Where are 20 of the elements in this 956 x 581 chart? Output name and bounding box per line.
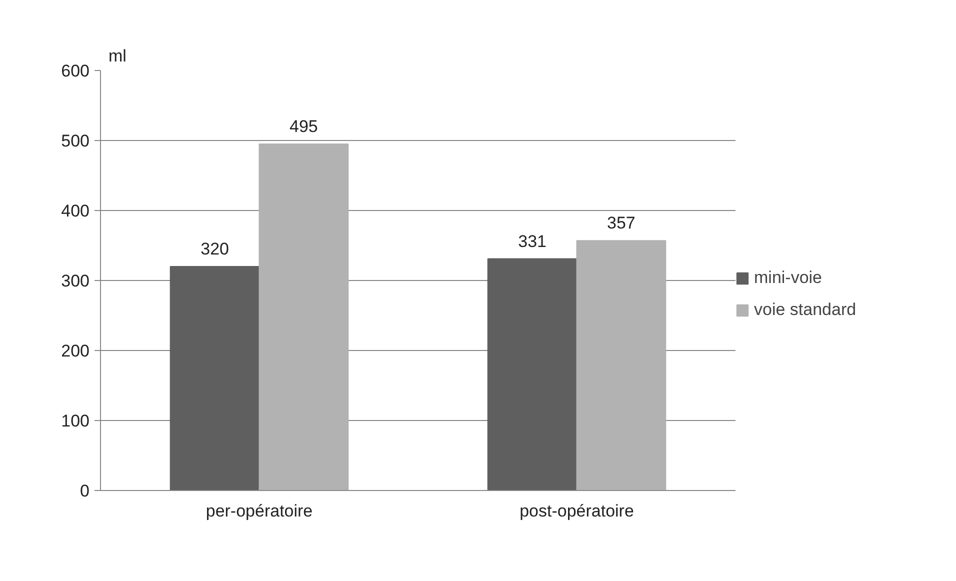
y-tick-label: 0 bbox=[80, 482, 90, 500]
y-tick-label: 500 bbox=[61, 132, 90, 150]
data-label: 357 bbox=[607, 214, 636, 233]
data-label: 320 bbox=[200, 240, 229, 258]
y-tick-label: 300 bbox=[61, 272, 90, 290]
y-tick-label: 600 bbox=[61, 62, 90, 80]
y-tick-label: 400 bbox=[61, 202, 90, 220]
y-tick-label: 100 bbox=[61, 412, 90, 430]
legend-label: voie standard bbox=[754, 300, 856, 320]
bar bbox=[487, 258, 578, 490]
x-tick-label: post-opératoire bbox=[520, 502, 634, 520]
data-label: 331 bbox=[518, 232, 546, 251]
data-label: 495 bbox=[290, 117, 318, 136]
legend-label: mini-voie bbox=[754, 268, 822, 288]
y-axis-title: ml bbox=[108, 46, 126, 66]
bar bbox=[258, 144, 349, 490]
bar bbox=[576, 240, 666, 490]
y-tick-label: 200 bbox=[61, 342, 90, 360]
bar bbox=[170, 266, 260, 490]
x-tick-label: per-opératoire bbox=[206, 502, 313, 520]
